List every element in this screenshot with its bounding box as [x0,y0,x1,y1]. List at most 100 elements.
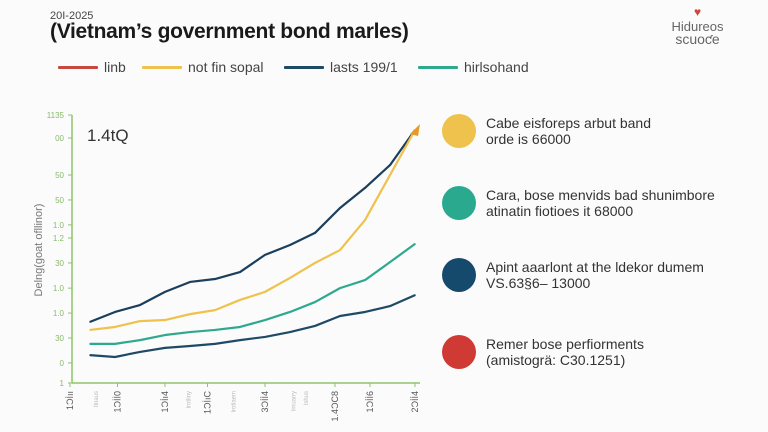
data-point [214,329,216,331]
note-dot-red [442,335,476,369]
x-tick-label: lshus [304,391,310,405]
note-line: VS.63§6– 13000 [486,275,591,291]
data-point [214,343,216,345]
data-point [214,278,216,280]
data-point [139,304,141,306]
data-point [339,287,341,289]
legend-swatch [58,65,98,69]
series-line-0 [89,129,416,323]
legend-swatch [418,65,458,69]
data-point [339,315,341,317]
data-point [114,326,116,328]
y-tick-label: 1.2 [53,234,65,243]
data-point [364,311,366,313]
data-point [164,334,166,336]
data-point [89,329,91,331]
arrow-head-icon [410,124,420,137]
data-point [389,261,391,263]
data-point [289,244,291,246]
note-item: Cabe eisforeps arbut band orde is 66000 [442,114,651,148]
x-tick-label: 2Ɔİİ4 [410,391,420,413]
data-point [264,254,266,256]
note-line: orde is 66000 [486,131,571,147]
data-point [239,326,241,328]
data-point [139,339,141,341]
x-tick-label: lmuarry [292,391,298,411]
x-tick-label: 3Ɔİİ4 [260,391,270,413]
legend-label: not fin sopal [188,59,264,75]
series-line-3 [89,294,416,359]
note-dot-navy [442,258,476,292]
legend-item: not fin sopal [142,59,264,75]
note-line: atinatin fiotioes it 68000 [486,203,634,219]
note-line: Cabe eisforeps arbut band [486,115,651,131]
legend-item: linb [58,59,126,75]
shield-logo-icon: ♥ [693,5,702,19]
data-point [164,319,166,321]
data-point [239,299,241,301]
data-point [389,164,391,166]
y-tick-label: 1.0 [53,309,65,318]
data-point [289,277,291,279]
y-tick-label: 1.0 [53,284,65,293]
data-point [239,339,241,341]
y-tick-label: 50 [55,171,64,180]
note-line: Remer bose perfiorments [486,336,644,352]
note-item: Apint aaarlont at the ldekor dumem VS.63§… [442,258,704,292]
data-point [114,356,116,358]
series-line-1 [89,129,416,332]
note-dot-yellow [442,114,476,148]
legend-item: lasts 199/1 [284,59,398,75]
data-point [164,291,166,293]
note-line: Cara, bose menvids bad shunimbore [486,187,715,203]
brand-line-1: Hidureos [671,19,724,34]
data-point [189,331,191,333]
data-point [189,345,191,347]
legend-swatch [284,65,324,69]
note-item: Cara, bose menvids bad shunimbore atinati… [442,186,715,220]
brand-logo: ♥ Hidureos scuoƈe [660,5,735,47]
data-point [114,311,116,313]
note-item: Remer bose perfiorments (amistogrä: C30.1… [442,335,644,369]
chart-title: (Vietnam’s government bond marles) [50,20,409,43]
legend-label: hirlsohand [464,59,529,75]
y-tick-label: 30 [55,334,64,343]
data-point [239,271,241,273]
x-tick-label: 1ƆİıC [203,391,213,415]
data-point [264,291,266,293]
data-point [314,301,316,303]
data-point [189,281,191,283]
data-point [114,343,116,345]
y-tick-label: 1135 [47,111,65,120]
x-tick-label: lrotliny [187,391,193,408]
legend-swatch [142,65,182,69]
data-point [189,313,191,315]
data-point [89,354,91,356]
legend-label: linb [104,59,126,75]
data-point [364,279,366,281]
data-point [339,207,341,209]
data-point [389,174,391,176]
y-tick-label: 1.0 [53,221,65,230]
x-tick-label: 1Ɔİİ0 [113,391,123,413]
note-line: Apint aaarlont at the ldekor dumem [486,259,704,275]
data-point [414,243,416,245]
note-line: (amistogrä: C30.1251) [486,352,626,368]
brand-line-2: scuoƈe [675,31,720,47]
data-point [389,305,391,307]
y-tick-label: 50 [55,196,64,205]
data-point [314,232,316,234]
legend-label: lasts 199/1 [330,59,398,75]
data-point [89,321,91,323]
data-point [139,320,141,322]
x-tick-label: 1Ɔİıı [65,391,75,410]
chart-subtitle: 20I-2025 [50,10,94,22]
data-point [289,331,291,333]
data-point [289,311,291,313]
data-point [364,219,366,221]
y-tick-label: 1 [60,379,65,388]
legend-item: hirlsohand [418,59,529,75]
data-point [314,262,316,264]
y-tick-label: 00 [55,134,64,143]
